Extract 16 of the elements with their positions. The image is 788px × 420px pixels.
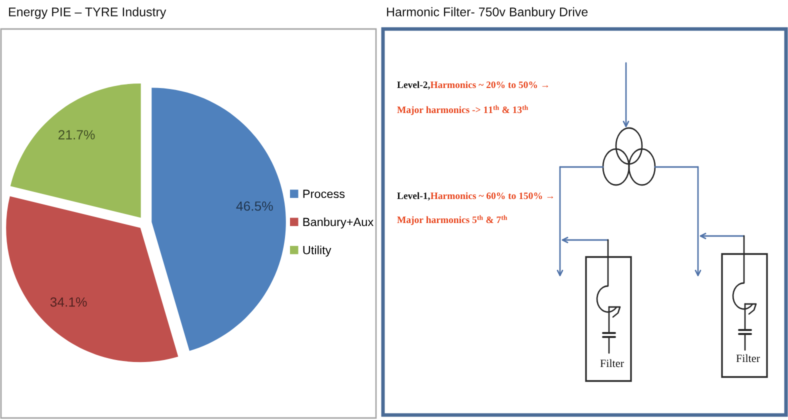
data-label: 21.7% <box>58 130 95 140</box>
text: Level-2, <box>397 81 430 90</box>
text: Filter <box>736 354 760 362</box>
text: Filter <box>600 359 624 368</box>
text: Harmonics ~ 20% to 50% → <box>430 81 548 88</box>
text: Harmonic Filter- 750v Banbury Drive <box>387 7 588 19</box>
legend-label: Process <box>303 190 345 198</box>
text: Major harmonics 5$^{th}$ & 7$^{th}$ <box>397 215 508 226</box>
legend-label: Banbury+Aux <box>303 217 374 228</box>
text: Major harmonics -> 11$^{th}$ & 13$^{th}$ <box>397 105 528 116</box>
legend-label: Utility <box>303 246 332 257</box>
data-label: 34.1% <box>50 297 87 307</box>
data-label: 46.5% <box>236 201 273 211</box>
text: Harmonics ~ 60% to 150% → <box>430 192 554 200</box>
chart-title: Energy PIE – TYRE Industry <box>9 7 166 19</box>
text: Level-1, <box>397 192 430 201</box>
